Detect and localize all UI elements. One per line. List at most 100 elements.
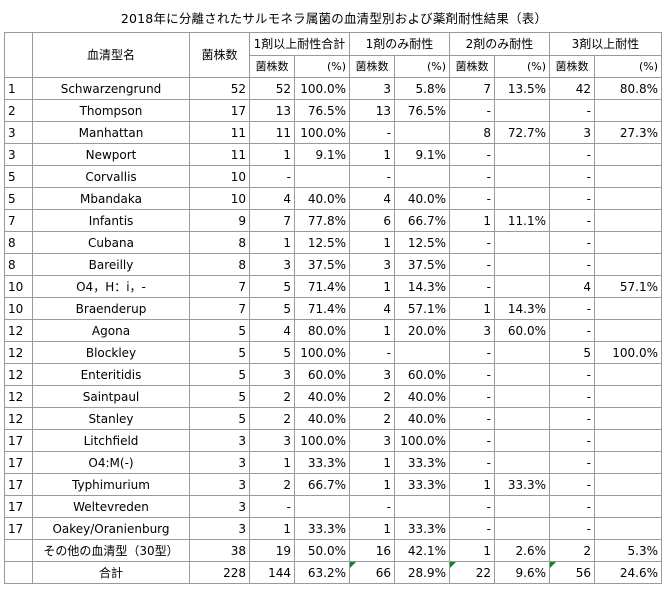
resist-2only-pct[interactable] [494, 385, 550, 408]
strain-count-cell[interactable]: 228 [189, 561, 250, 584]
rank-cell[interactable]: 7 [4, 209, 33, 232]
serotype-cell[interactable]: Infantis [32, 209, 190, 232]
strain-count-cell[interactable]: 5 [189, 319, 250, 342]
rank-cell[interactable]: 3 [4, 121, 33, 144]
resist-1only-pct[interactable]: 33.3% [394, 473, 450, 496]
rank-cell[interactable] [4, 561, 33, 584]
resist-2only-count[interactable]: - [449, 385, 495, 408]
header-resist-2only[interactable]: 2剤のみ耐性 [449, 32, 550, 56]
resist-1only-count[interactable]: 66 [349, 561, 395, 584]
resist-1plus-pct[interactable]: 71.4% [294, 275, 350, 298]
resist-2only-count[interactable]: - [449, 517, 495, 540]
strain-count-cell[interactable]: 3 [189, 429, 250, 452]
resist-3plus-pct[interactable] [594, 429, 662, 452]
resist-1only-pct[interactable]: 12.5% [394, 231, 450, 254]
resist-1plus-count[interactable]: 1 [249, 143, 295, 166]
subheader-count[interactable]: 菌株数 [449, 55, 495, 78]
resist-1plus-pct[interactable]: 50.0% [294, 539, 350, 562]
resist-1plus-pct[interactable]: 40.0% [294, 407, 350, 430]
resist-3plus-pct[interactable]: 24.6% [594, 561, 662, 584]
serotype-cell[interactable]: Typhimurium [32, 473, 190, 496]
resist-3plus-count[interactable]: - [549, 363, 595, 386]
resist-2only-count[interactable]: 8 [449, 121, 495, 144]
resist-1only-count[interactable]: 1 [349, 473, 395, 496]
resist-2only-pct[interactable]: 60.0% [494, 319, 550, 342]
rank-cell[interactable]: 2 [4, 99, 33, 122]
resist-1plus-pct[interactable]: 80.0% [294, 319, 350, 342]
resist-2only-pct[interactable] [494, 275, 550, 298]
strain-count-cell[interactable]: 5 [189, 385, 250, 408]
resist-1only-count[interactable]: - [349, 495, 395, 518]
serotype-cell[interactable]: Litchfield [32, 429, 190, 452]
header-serotype[interactable]: 血清型名 [32, 32, 190, 78]
resist-3plus-count[interactable]: - [549, 429, 595, 452]
rank-cell[interactable]: 12 [4, 407, 33, 430]
strain-count-cell[interactable]: 52 [189, 77, 250, 100]
resist-1only-count[interactable]: 1 [349, 451, 395, 474]
rank-cell[interactable]: 3 [4, 143, 33, 166]
header-resist-1only[interactable]: 1剤のみ耐性 [349, 32, 450, 56]
resist-1only-count[interactable]: 4 [349, 297, 395, 320]
resist-1plus-count[interactable]: 13 [249, 99, 295, 122]
rank-cell[interactable]: 17 [4, 451, 33, 474]
resist-2only-pct[interactable]: 13.5% [494, 77, 550, 100]
serotype-cell[interactable]: Stanley [32, 407, 190, 430]
strain-count-cell[interactable]: 7 [189, 297, 250, 320]
resist-2only-pct[interactable]: 72.7% [494, 121, 550, 144]
resist-1only-count[interactable]: 4 [349, 187, 395, 210]
resist-2only-count[interactable]: 1 [449, 473, 495, 496]
resist-1plus-count[interactable]: 144 [249, 561, 295, 584]
strain-count-cell[interactable]: 7 [189, 275, 250, 298]
resist-2only-count[interactable]: - [449, 363, 495, 386]
resist-1plus-count[interactable]: 1 [249, 451, 295, 474]
subheader-count[interactable]: 菌株数 [349, 55, 395, 78]
resist-3plus-count[interactable]: - [549, 253, 595, 276]
resist-1plus-count[interactable]: 5 [249, 275, 295, 298]
strain-count-cell[interactable]: 5 [189, 341, 250, 364]
resist-1plus-pct[interactable] [294, 495, 350, 518]
strain-count-cell[interactable]: 3 [189, 451, 250, 474]
strain-count-cell[interactable]: 3 [189, 495, 250, 518]
strain-count-cell[interactable]: 3 [189, 517, 250, 540]
serotype-cell[interactable]: Braenderup [32, 297, 190, 320]
serotype-cell[interactable]: O4:M(-) [32, 451, 190, 474]
header-index-cell[interactable] [4, 32, 33, 78]
serotype-cell[interactable]: その他の血清型（30型） [32, 539, 190, 562]
resist-1only-pct[interactable]: 100.0% [394, 429, 450, 452]
rank-cell[interactable]: 8 [4, 253, 33, 276]
resist-3plus-count[interactable]: - [549, 209, 595, 232]
rank-cell[interactable]: 17 [4, 495, 33, 518]
resist-1only-pct[interactable]: 14.3% [394, 275, 450, 298]
resist-1only-pct[interactable]: 9.1% [394, 143, 450, 166]
resist-2only-pct[interactable]: 14.3% [494, 297, 550, 320]
resist-1only-count[interactable]: 1 [349, 231, 395, 254]
header-resist-3plus[interactable]: 3剤以上耐性 [549, 32, 662, 56]
serotype-cell[interactable]: Manhattan [32, 121, 190, 144]
serotype-cell[interactable]: Saintpaul [32, 385, 190, 408]
resist-3plus-pct[interactable]: 57.1% [594, 275, 662, 298]
resist-1plus-count[interactable]: 7 [249, 209, 295, 232]
strain-count-cell[interactable]: 5 [189, 363, 250, 386]
resist-1only-pct[interactable]: 20.0% [394, 319, 450, 342]
resist-1plus-pct[interactable]: 40.0% [294, 187, 350, 210]
resist-3plus-pct[interactable] [594, 451, 662, 474]
subheader-count[interactable]: 菌株数 [249, 55, 295, 78]
resist-2only-count[interactable]: 7 [449, 77, 495, 100]
resist-1only-count[interactable]: 2 [349, 407, 395, 430]
resist-3plus-pct[interactable] [594, 495, 662, 518]
serotype-cell[interactable]: 合計 [32, 561, 190, 584]
resist-3plus-pct[interactable]: 100.0% [594, 341, 662, 364]
subheader-pct[interactable]: (%) [394, 55, 450, 78]
resist-2only-pct[interactable] [494, 165, 550, 188]
resist-3plus-count[interactable]: 56 [549, 561, 595, 584]
header-strain-count[interactable]: 菌株数 [189, 32, 250, 78]
resist-3plus-pct[interactable] [594, 319, 662, 342]
resist-2only-pct[interactable] [494, 341, 550, 364]
resist-1only-pct[interactable]: 40.0% [394, 407, 450, 430]
resist-2only-count[interactable]: 1 [449, 539, 495, 562]
resist-2only-count[interactable]: - [449, 341, 495, 364]
resist-1only-pct[interactable]: 57.1% [394, 297, 450, 320]
resist-3plus-pct[interactable] [594, 473, 662, 496]
resist-2only-pct[interactable] [494, 143, 550, 166]
resist-3plus-pct[interactable]: 27.3% [594, 121, 662, 144]
